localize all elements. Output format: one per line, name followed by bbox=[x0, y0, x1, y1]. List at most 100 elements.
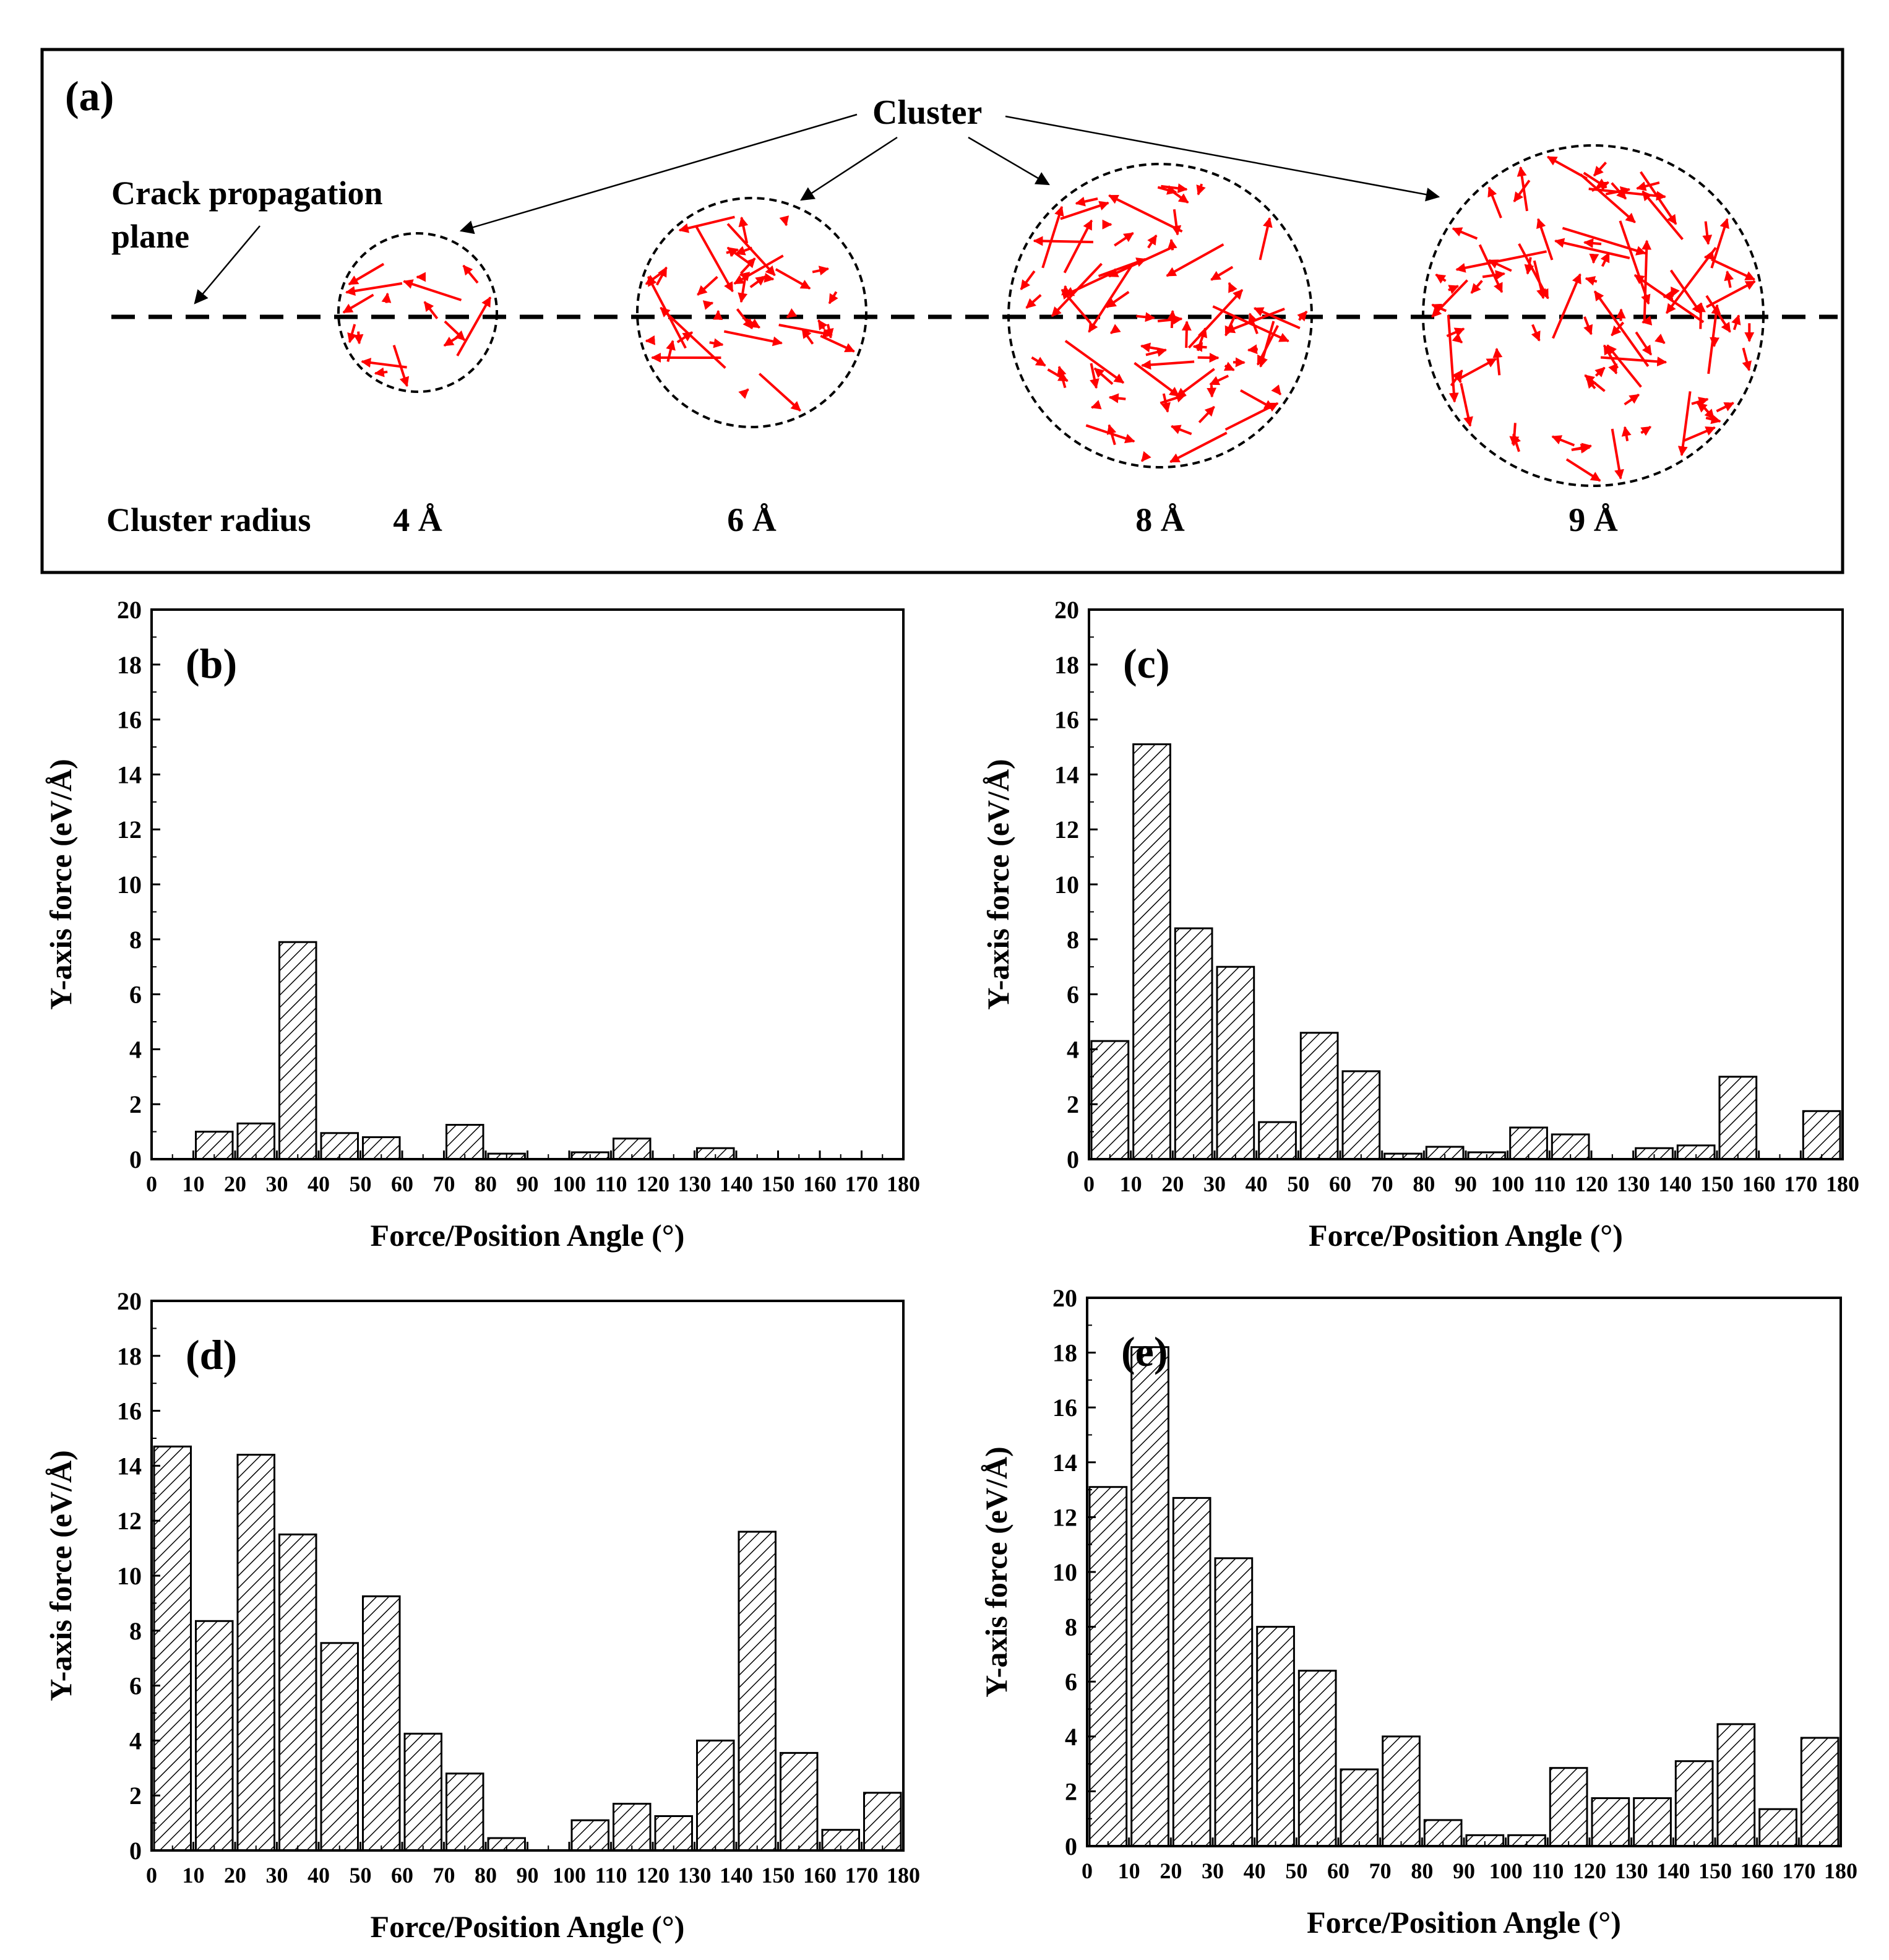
x-tick-label-b-50: 50 bbox=[350, 1172, 372, 1196]
force-vector-arrow bbox=[1642, 240, 1652, 321]
force-vector-arrow bbox=[736, 308, 754, 329]
force-vector-arrow bbox=[423, 301, 439, 319]
force-vector-arrow bbox=[1635, 331, 1653, 356]
force-vector-arrow bbox=[1098, 257, 1147, 277]
x-tick-label-d-120: 120 bbox=[636, 1863, 669, 1888]
panel-a: (a) Cluster Crack propagation plane Clus… bbox=[40, 48, 1844, 574]
bar-e-155 bbox=[1716, 1723, 1756, 1847]
x-tick-label-d-90: 90 bbox=[517, 1863, 539, 1888]
bar-e-45 bbox=[1256, 1626, 1295, 1847]
force-vector-arrow bbox=[1233, 357, 1246, 368]
y-tick-label-b-18: 18 bbox=[117, 651, 142, 679]
chart-d: 0 10 20 30 40 50 60 70 80 90 100 110 120 130 140 150 160… bbox=[43, 1287, 920, 1944]
force-vector-arrow bbox=[1584, 374, 1606, 392]
x-tick-label-b-100: 100 bbox=[553, 1172, 586, 1196]
x-tick-label-e-80: 80 bbox=[1411, 1859, 1433, 1883]
bar-c-55 bbox=[1299, 1032, 1339, 1160]
force-vector-arrow bbox=[1710, 218, 1729, 269]
chart-e: 0 10 20 30 40 50 60 70 80 90 100 110 120 130 140 150 160… bbox=[979, 1284, 1857, 1940]
bar-e-35 bbox=[1214, 1557, 1254, 1847]
force-vector-arrow bbox=[738, 216, 749, 244]
x-tick-label-b-170: 170 bbox=[845, 1172, 879, 1196]
y-tick-label-c-0: 0 bbox=[1067, 1146, 1079, 1173]
force-vector-arrow bbox=[1702, 221, 1713, 245]
force-vector-arrow bbox=[1478, 244, 1504, 293]
force-vector-arrow bbox=[444, 320, 466, 341]
force-vector-arrow bbox=[1090, 363, 1099, 389]
force-vector-arrow bbox=[1157, 314, 1183, 325]
force-vector-arrow bbox=[1110, 324, 1121, 335]
force-vector-arrow bbox=[1624, 394, 1640, 406]
x-tick-label-e-100: 100 bbox=[1489, 1859, 1523, 1883]
force-vector-arrow bbox=[655, 266, 668, 286]
force-vector-arrow bbox=[1611, 428, 1624, 480]
cluster-circle-4 bbox=[337, 232, 498, 393]
force-vector-arrow bbox=[1057, 366, 1067, 389]
crack-plane-label-2: plane bbox=[111, 218, 189, 255]
force-vector-arrow bbox=[1247, 344, 1259, 355]
x-tick-label-b-150: 150 bbox=[762, 1172, 795, 1196]
x-tick-label-b-160: 160 bbox=[803, 1172, 837, 1196]
y-axis-title-c: Y-axis force (eV/Å) bbox=[981, 759, 1015, 1009]
force-vector-arrow bbox=[1114, 231, 1134, 247]
force-vector-arrow bbox=[1716, 402, 1735, 413]
y-tick-label-d-18: 18 bbox=[117, 1342, 142, 1370]
x-tick-label-c-170: 170 bbox=[1784, 1172, 1817, 1196]
x-tick-label-b-140: 140 bbox=[720, 1172, 753, 1196]
bar-d-15 bbox=[195, 1620, 234, 1852]
force-vector-arrow bbox=[1093, 367, 1114, 386]
force-vector-arrow bbox=[709, 338, 724, 348]
force-vector-arrow bbox=[1589, 253, 1599, 264]
force-vector-arrow bbox=[1063, 219, 1093, 274]
force-vector-arrow bbox=[1106, 424, 1117, 446]
force-vector-arrow bbox=[1271, 384, 1282, 395]
x-tick-label-d-110: 110 bbox=[595, 1863, 627, 1888]
force-vector-arrow bbox=[1088, 262, 1134, 333]
force-vector-arrow bbox=[342, 293, 374, 314]
force-vector-arrow bbox=[1106, 291, 1130, 309]
force-vector-arrow bbox=[1742, 347, 1752, 371]
x-tick-label-e-130: 130 bbox=[1615, 1859, 1648, 1883]
bar-e-5 bbox=[1088, 1486, 1128, 1847]
force-vector-arrow bbox=[1431, 279, 1468, 318]
x-tick-label-c-30: 30 bbox=[1203, 1172, 1226, 1196]
force-vector-arrow bbox=[820, 334, 855, 353]
x-tick-label-e-70: 70 bbox=[1369, 1859, 1392, 1883]
y-tick-label-c-8: 8 bbox=[1067, 926, 1079, 954]
x-tick-label-d-160: 160 bbox=[803, 1863, 837, 1888]
x-tick-label-c-110: 110 bbox=[1533, 1172, 1565, 1196]
x-tick-label-d-20: 20 bbox=[224, 1863, 246, 1888]
force-vector-arrow bbox=[1187, 289, 1244, 349]
force-vector-arrow bbox=[1169, 431, 1228, 464]
force-vector-arrow bbox=[361, 358, 407, 369]
radius-title: Cluster radius bbox=[106, 501, 311, 538]
force-vector-arrow bbox=[1460, 382, 1473, 427]
force-vector-arrow bbox=[1259, 217, 1273, 261]
x-tick-label-b-110: 110 bbox=[595, 1172, 627, 1196]
x-tick-label-c-10: 10 bbox=[1120, 1172, 1142, 1196]
x-tick-label-e-20: 20 bbox=[1160, 1859, 1182, 1883]
force-vector-arrow bbox=[1593, 162, 1607, 177]
x-tick-label-d-130: 130 bbox=[678, 1863, 712, 1888]
cluster-pointer-2 bbox=[800, 136, 898, 201]
force-vector-arrow bbox=[1573, 443, 1591, 454]
x-tick-label-c-90: 90 bbox=[1455, 1172, 1477, 1196]
y-tick-label-e-8: 8 bbox=[1065, 1613, 1077, 1641]
force-vector-arrow bbox=[749, 275, 766, 288]
force-vector-arrow bbox=[812, 266, 830, 276]
force-vector-arrow bbox=[1707, 304, 1721, 374]
x-tick-label-b-20: 20 bbox=[224, 1172, 246, 1196]
force-vector-arrow bbox=[1654, 334, 1666, 344]
force-vector-arrow bbox=[1636, 181, 1660, 191]
force-vector-arrow bbox=[1531, 324, 1541, 342]
y-tick-label-d-4: 4 bbox=[129, 1727, 142, 1755]
y-tick-label-e-18: 18 bbox=[1052, 1339, 1077, 1367]
cluster-label: Cluster bbox=[872, 93, 982, 132]
x-tick-label-c-80: 80 bbox=[1413, 1172, 1435, 1196]
bar-c-25 bbox=[1174, 927, 1213, 1160]
y-tick-label-e-10: 10 bbox=[1052, 1558, 1077, 1586]
force-vector-arrow bbox=[1640, 171, 1677, 225]
cluster-pointer-1 bbox=[459, 113, 858, 235]
force-vector-arrow bbox=[817, 319, 828, 330]
